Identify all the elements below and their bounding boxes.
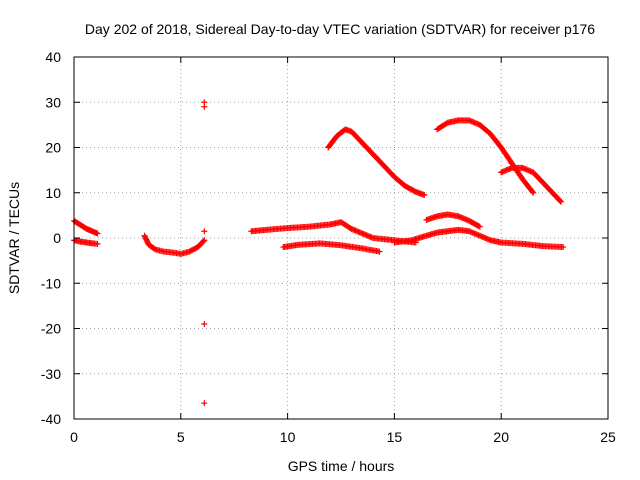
x-tick-label: 0 [70, 429, 78, 445]
data-point [201, 320, 208, 327]
y-tick-label: 30 [45, 94, 61, 110]
data-point [558, 198, 565, 205]
y-tick-label: -20 [41, 321, 61, 337]
data-point [201, 400, 208, 407]
data-point [201, 228, 208, 235]
y-tick-label: -40 [41, 411, 61, 427]
y-axis-ticks: -40 -30 -20 -10 0 10 20 30 40 [41, 49, 608, 427]
chart-title: Day 202 of 2018, Sidereal Day-to-day VTE… [85, 21, 595, 37]
x-tick-label: 25 [600, 429, 616, 445]
data-point [557, 197, 564, 204]
series-arc-3 [498, 164, 565, 205]
data-marks [71, 99, 567, 407]
data-point [560, 244, 567, 251]
x-axis-ticks: 0 5 10 15 20 25 [70, 57, 616, 445]
y-tick-label: 10 [45, 185, 61, 201]
series-arc-2 [434, 117, 537, 196]
data-point [200, 238, 207, 245]
data-point [94, 230, 101, 237]
y-tick-label: -10 [41, 275, 61, 291]
data-point [421, 192, 428, 199]
data-point [376, 248, 383, 255]
series-track-early-a [71, 217, 101, 237]
x-tick-label: 5 [177, 429, 185, 445]
data-point [201, 237, 208, 244]
series-arc-1 [325, 126, 428, 199]
y-tick-label: 20 [45, 140, 61, 156]
series-track-early-b [71, 237, 101, 247]
series-track-afternoon-b [423, 211, 483, 230]
x-tick-label: 15 [387, 429, 403, 445]
data-point [530, 189, 537, 196]
x-axis-label: GPS time / hours [288, 458, 395, 474]
series-track-afternoon [391, 226, 567, 251]
y-tick-label: -30 [41, 366, 61, 382]
y-axis-label: SDTVAR / TECUs [6, 182, 22, 294]
data-point [529, 188, 536, 195]
series-track-midday-b [280, 240, 383, 255]
x-tick-label: 20 [493, 429, 509, 445]
series-track-midday [248, 219, 419, 246]
y-tick-label: 0 [53, 230, 61, 246]
grid [74, 57, 608, 419]
data-point [94, 240, 101, 247]
data-point [475, 223, 482, 230]
data-point [201, 103, 208, 110]
x-tick-label: 10 [280, 429, 296, 445]
series-track-morning [141, 232, 208, 257]
data-point [476, 223, 483, 230]
y-tick-label: 40 [45, 49, 61, 65]
series-outliers [201, 99, 208, 407]
